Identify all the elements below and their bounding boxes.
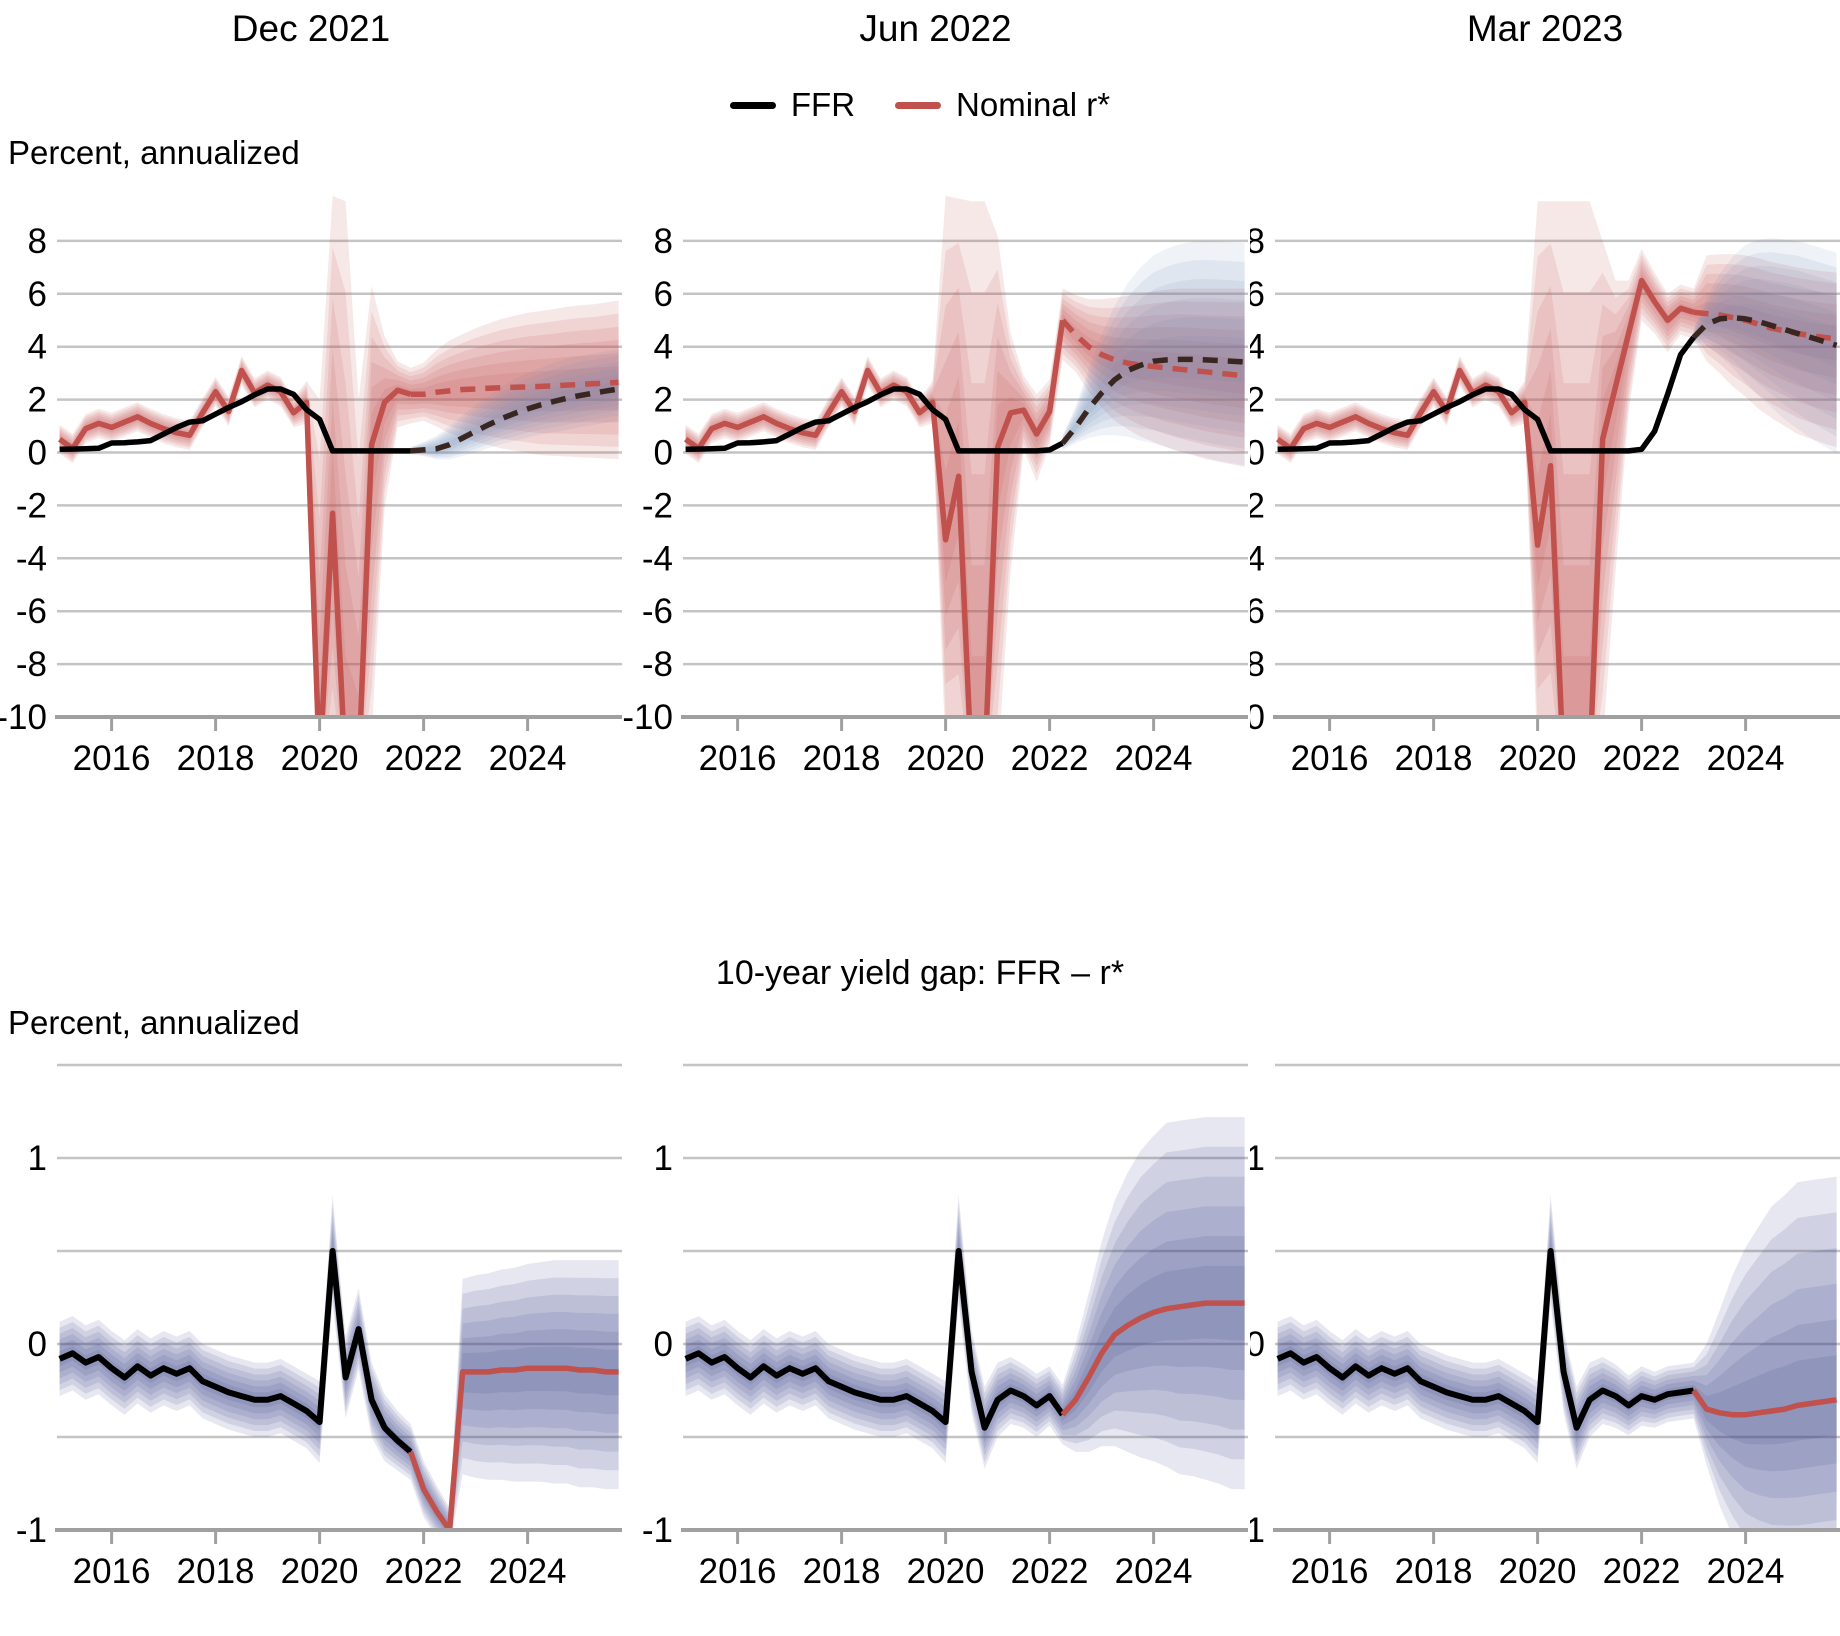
svg-text:-8: -8 [16,645,47,684]
y-axis-label-top: Percent, annualized [8,134,300,171]
panel-title-jun-2022: Jun 2022 [859,8,1012,49]
svg-text:-10: -10 [0,698,47,737]
legend-item-ffr: FFR [729,86,856,124]
svg-text:2020: 2020 [1499,739,1577,778]
svg-text:-6: -6 [1250,592,1265,631]
svg-text:2018: 2018 [803,739,881,778]
legend-item-nominal-rstar: Nominal r* [895,86,1110,124]
svg-text:2: 2 [1250,381,1265,420]
svg-text:6: 6 [28,275,47,314]
svg-text:2024: 2024 [1115,739,1193,778]
svg-text:-10: -10 [623,698,673,737]
svg-text:8: 8 [1250,222,1265,261]
svg-text:2: 2 [28,381,47,420]
svg-text:-1: -1 [16,1511,47,1550]
nominal-rstar-line-swatch [895,101,942,109]
panel-title-mar-2023: Mar 2023 [1466,8,1624,49]
rates-chart-mar-2023: 8 6 4 2 0 -2 -4 -6 -8 -10 2016 2018 2020 2022 2024 [1250,201,1840,778]
svg-text:2018: 2018 [177,1552,255,1591]
svg-text:2016: 2016 [1291,739,1369,778]
yield-gap-chart-dec-2021: 1 0 -1 2016 2018 2020 2022 2024 [16,1063,622,1591]
svg-text:2016: 2016 [699,739,777,778]
svg-text:-6: -6 [16,592,47,631]
svg-text:-6: -6 [642,592,673,631]
svg-text:2022: 2022 [385,1552,463,1591]
rates-chart-jun-2022: 8 6 4 2 0 -2 -4 -6 -8 -10 2016 2018 2020 2022 2024 [623,195,1248,778]
svg-text:2022: 2022 [1011,739,1089,778]
svg-text:4: 4 [1250,328,1265,367]
svg-text:0: 0 [1250,1325,1265,1364]
svg-text:0: 0 [654,1325,673,1364]
svg-text:2018: 2018 [177,739,255,778]
svg-text:1: 1 [654,1139,673,1178]
svg-text:2022: 2022 [385,739,463,778]
svg-text:-1: -1 [1250,1511,1265,1550]
svg-text:8: 8 [28,222,47,261]
svg-text:2024: 2024 [1115,1552,1193,1591]
svg-text:0: 0 [654,434,673,473]
svg-text:0: 0 [1250,434,1265,473]
svg-text:2022: 2022 [1011,1552,1089,1591]
svg-text:2016: 2016 [73,1552,151,1591]
svg-text:-2: -2 [642,486,673,525]
svg-text:2020: 2020 [907,739,985,778]
svg-text:-4: -4 [642,539,673,578]
svg-text:2024: 2024 [1707,1552,1785,1591]
yield-gap-chart-mar-2023: 1 0 -1 2016 2018 2020 2022 2024 [1250,1063,1840,1591]
svg-text:-2: -2 [1250,486,1265,525]
ffr-line-swatch [729,101,776,109]
svg-text:2020: 2020 [281,739,359,778]
svg-text:4: 4 [654,328,673,367]
svg-text:0: 0 [28,1325,47,1364]
svg-text:-4: -4 [16,539,47,578]
svg-text:6: 6 [654,275,673,314]
panel-title-dec-2021: Dec 2021 [231,8,391,49]
svg-text:-8: -8 [1250,645,1265,684]
svg-text:2024: 2024 [489,1552,567,1591]
svg-text:4: 4 [28,328,47,367]
svg-text:2020: 2020 [907,1552,985,1591]
svg-text:0: 0 [28,434,47,473]
svg-text:2016: 2016 [1291,1552,1369,1591]
svg-text:-10: -10 [1250,698,1265,737]
y-axis-label-bottom: Percent, annualized [8,1004,300,1041]
rates-chart-dec-2021: 8 6 4 2 0 -2 -4 -6 -8 -10 2016 2018 2020 2022 2024 [0,195,622,778]
svg-text:2016: 2016 [73,739,151,778]
svg-text:6: 6 [1250,275,1265,314]
svg-text:2022: 2022 [1603,1552,1681,1591]
svg-text:8: 8 [654,222,673,261]
svg-text:1: 1 [1250,1139,1265,1178]
svg-text:2018: 2018 [1395,739,1473,778]
legend: FFR Nominal r* [0,86,1840,124]
svg-text:2018: 2018 [1395,1552,1473,1591]
svg-text:1: 1 [28,1139,47,1178]
svg-text:-2: -2 [16,486,47,525]
legend-label-nominal-rstar: Nominal r* [956,86,1111,123]
svg-text:2024: 2024 [1707,739,1785,778]
svg-text:2016: 2016 [699,1552,777,1591]
svg-text:-8: -8 [642,645,673,684]
bottom-section-title: 10-year yield gap: FFR – r* [715,954,1125,992]
svg-text:2024: 2024 [489,739,567,778]
svg-text:2022: 2022 [1603,739,1681,778]
svg-text:-4: -4 [1250,539,1265,578]
svg-text:2: 2 [654,381,673,420]
legend-label-ffr: FFR [790,86,856,123]
svg-text:2020: 2020 [1499,1552,1577,1591]
svg-text:2018: 2018 [803,1552,881,1591]
svg-text:-1: -1 [642,1511,673,1550]
yield-gap-chart-jun-2022: 1 0 -1 2016 2018 2020 2022 2024 [642,1063,1248,1591]
svg-text:2020: 2020 [281,1552,359,1591]
